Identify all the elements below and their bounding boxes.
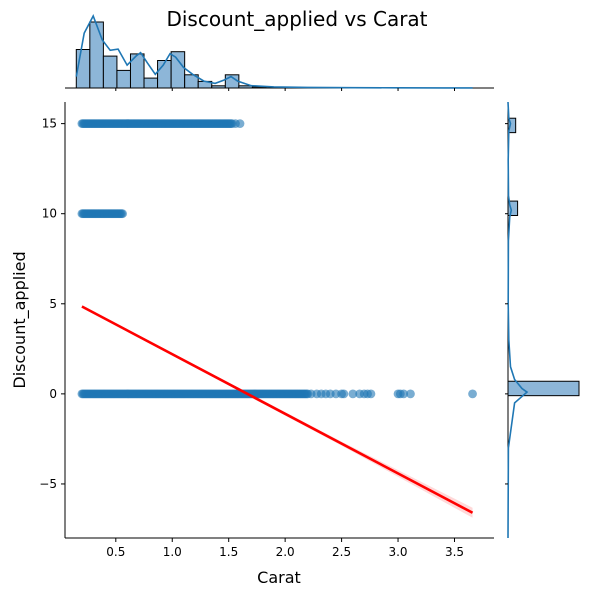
top-hist-bar	[129, 53, 145, 89]
scatter-point	[406, 389, 415, 399]
x-tick-label: 3.0	[388, 545, 407, 559]
right-hist-bar	[507, 200, 519, 217]
chart-title: Discount_applied vs Carat	[166, 7, 427, 31]
axes: 0.5 1.0 1.5 2.0 2.5 3.0 3.5 −5 0 5 10 15	[39, 102, 494, 559]
top-kde-curve	[75, 14, 473, 89]
y-tick-label: 15	[42, 117, 57, 131]
scatter-point	[348, 389, 358, 399]
x-tick-label: 3.5	[445, 545, 464, 559]
x-tick-label: 1.0	[163, 545, 182, 559]
scatter-point	[235, 119, 245, 129]
main-scatter-plot: 0.5 1.0 1.5 2.0 2.5 3.0 3.5 −5 0 5 10 15	[39, 102, 494, 559]
right-hist-bar	[507, 117, 517, 134]
scatter-point	[468, 389, 477, 399]
y-tick-label: 10	[42, 207, 57, 221]
top-hist-bar	[170, 51, 186, 89]
y-tick-label: −5	[39, 477, 57, 491]
scatter-point	[118, 209, 127, 219]
y-tick-label: 0	[49, 387, 57, 401]
scatter-point	[339, 389, 349, 399]
top-hist-bar	[102, 55, 118, 89]
right-marginal-histogram	[505, 101, 580, 539]
scatter-point	[399, 389, 409, 399]
x-tick-label: 2.5	[332, 545, 351, 559]
scatter-points	[77, 119, 477, 399]
right-kde-curve	[507, 101, 529, 539]
top-hist-bar	[143, 77, 159, 89]
top-hist-bar	[116, 69, 131, 89]
x-tick-label: 1.5	[219, 545, 238, 559]
y-tick-label: 5	[49, 297, 57, 311]
x-tick-label: 2.0	[276, 545, 295, 559]
y-axis-label: Discount_applied	[10, 251, 30, 388]
x-tick-label: 0.5	[106, 545, 125, 559]
x-axis-label: Carat	[257, 568, 301, 587]
regression-line-group	[81, 305, 474, 518]
top-hist-bar	[211, 85, 226, 89]
scatter-point	[366, 389, 376, 399]
regression-line	[81, 305, 474, 514]
top-hist-bar	[89, 21, 104, 89]
top-marginal-histogram	[65, 14, 494, 91]
